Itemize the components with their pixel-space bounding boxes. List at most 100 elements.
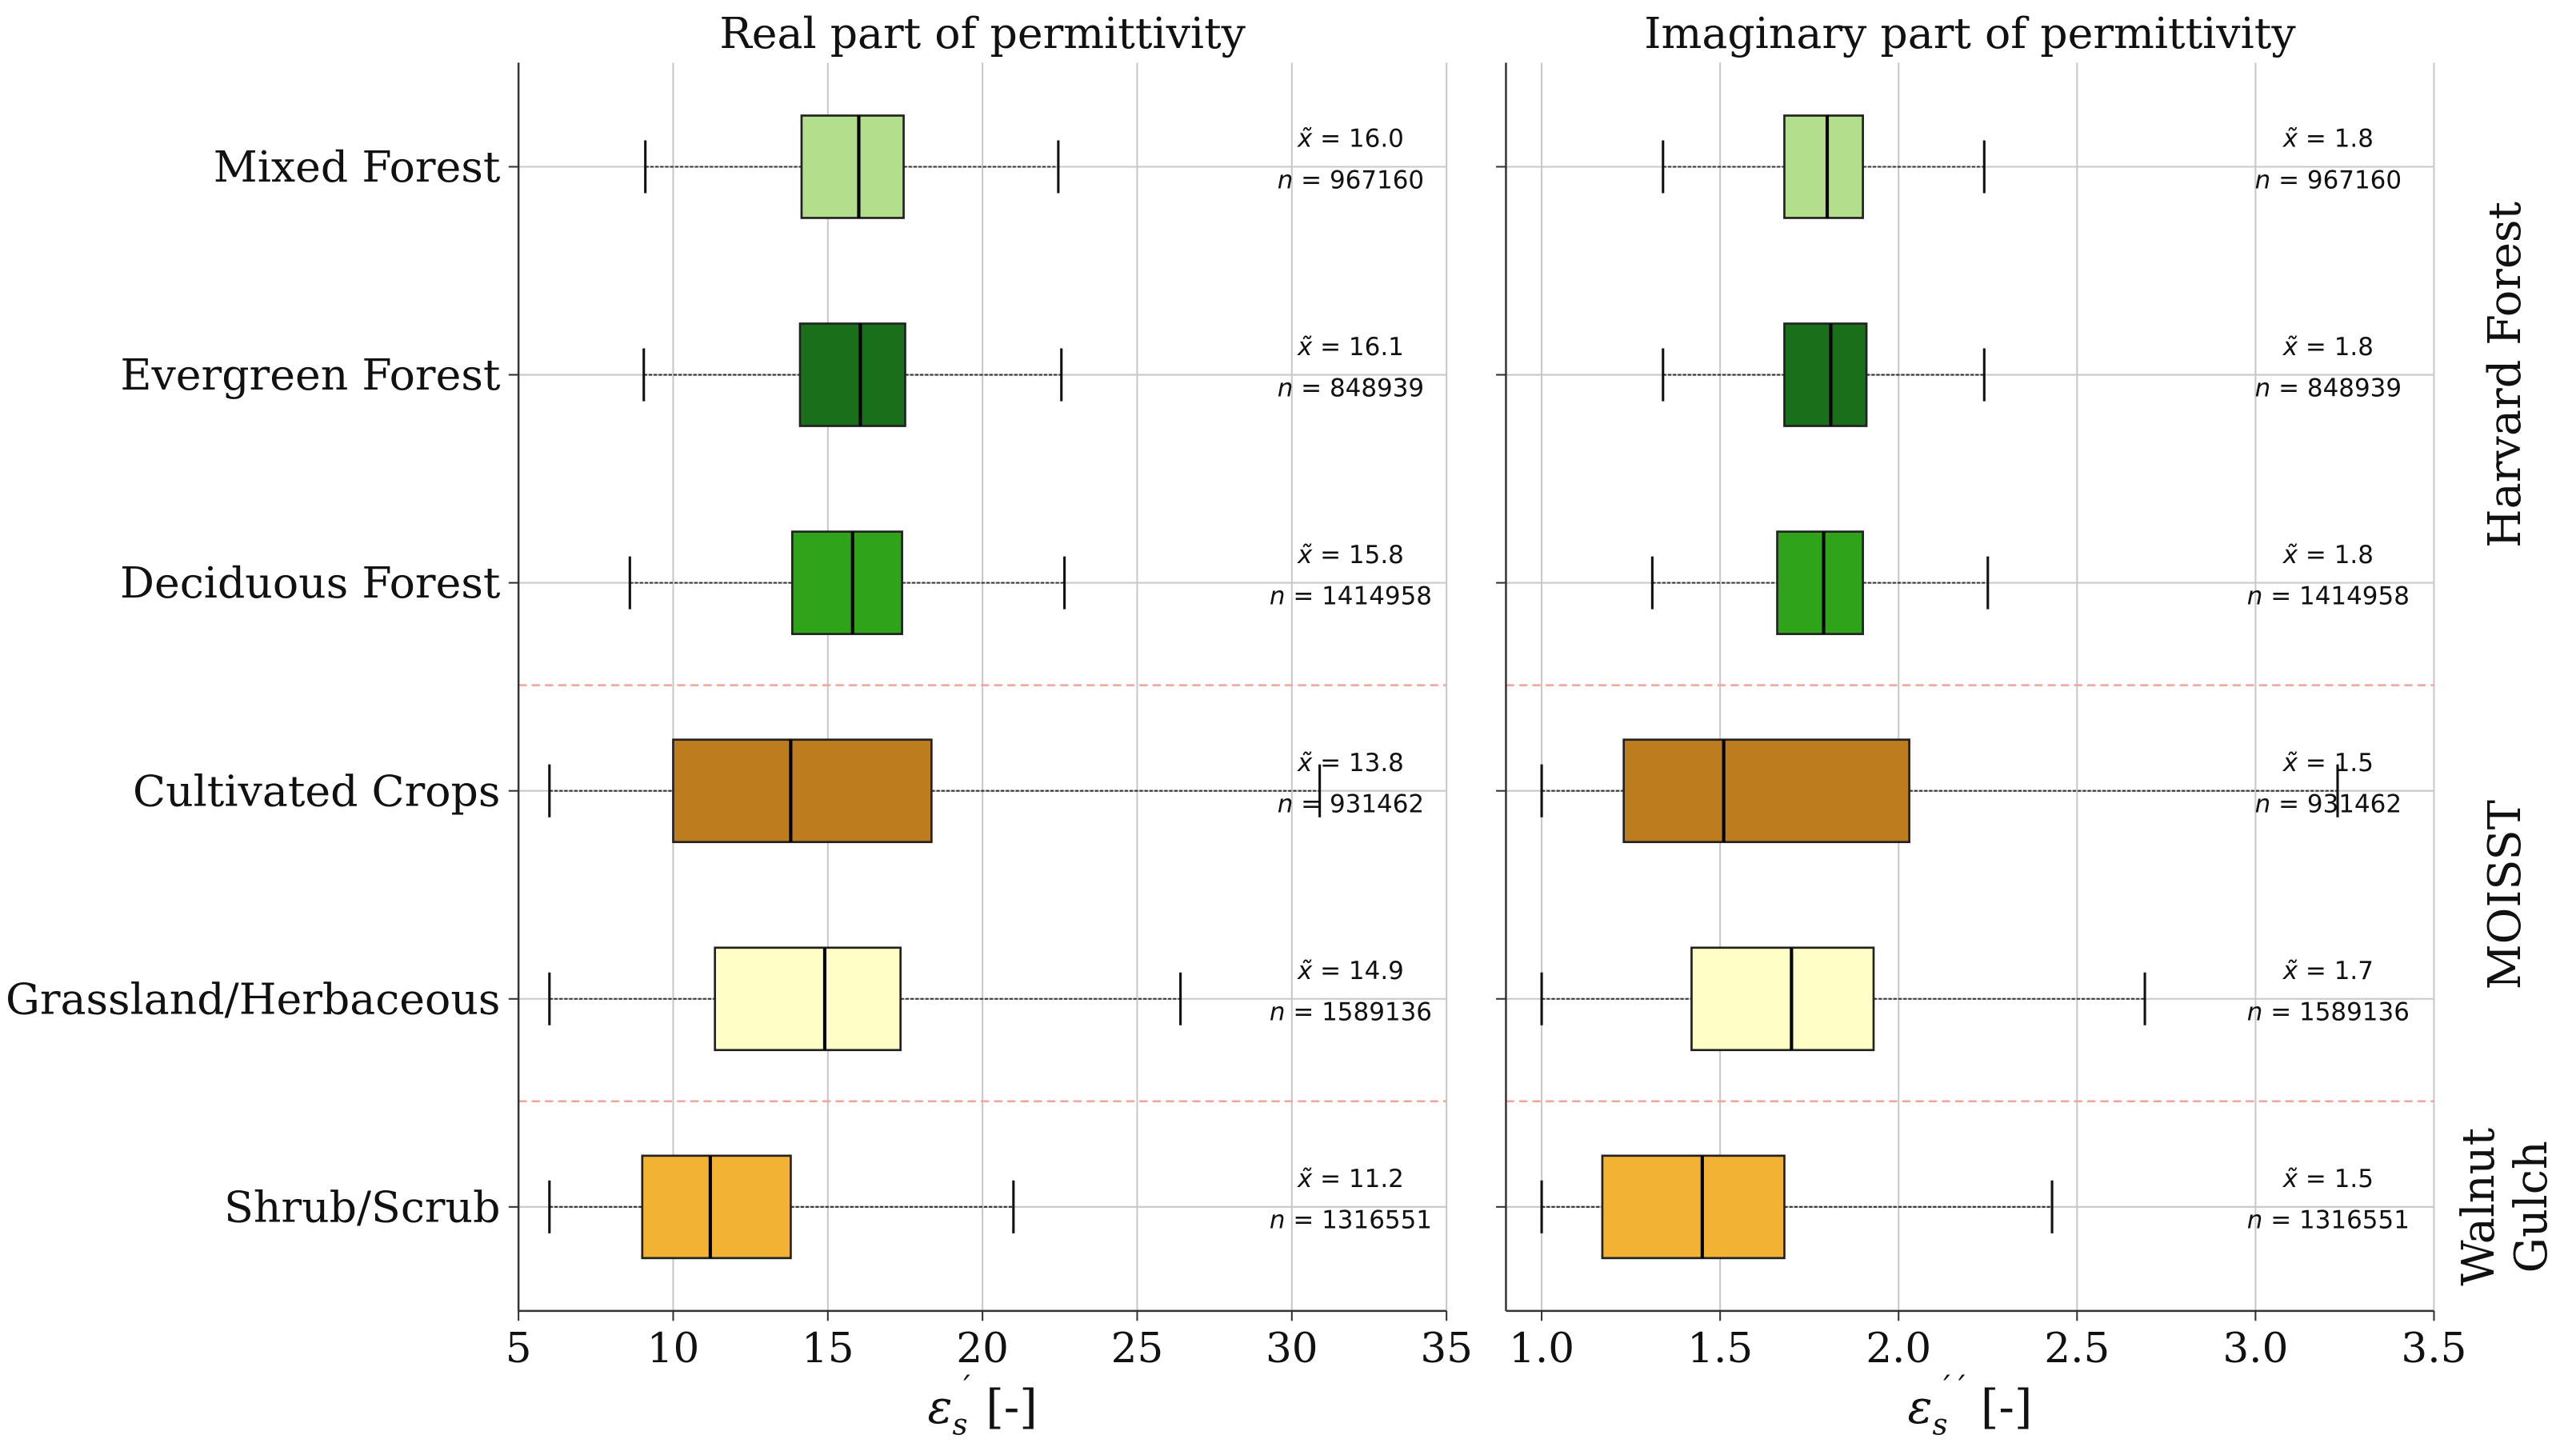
median-annotation-prefix: x̃ = [2282,1165,2334,1193]
count-annotation-prefix: n = [1270,1206,1322,1235]
box-evergreen-forest: x̃ = 16.1 n = 848939 [508,322,1424,427]
x-axis-label: εs´´ [-] [1907,1371,2032,1441]
count-annotation: n = 848939 [2255,374,2402,402]
count-annotation: n = 967160 [2255,166,2402,194]
iqr-box [1783,322,1868,427]
median-annotation-prefix: x̃ = [1297,541,1349,570]
iqr-box [672,738,933,844]
median-annotation-value: 16.1 [1349,333,1404,362]
iqr-box [791,530,903,635]
x-tick-label: 25 [1111,1325,1164,1373]
median-annotation: x̃ = 1.7 [2282,957,2374,985]
x-tick-label: 3.0 [2222,1325,2288,1373]
x-tick-label: 10 [647,1325,700,1373]
x-tick-label: 35 [1420,1325,1473,1373]
count-annotation-value: 1316551 [2299,1206,2410,1235]
median-annotation-value: 1.8 [2334,333,2374,362]
count-annotation: n = 848939 [1278,374,1424,402]
median-annotation-value: 15.8 [1349,541,1404,570]
count-annotation-value: 1589136 [1322,998,1432,1027]
x-tick-label: 1.5 [1687,1325,1753,1373]
iqr-box [798,322,906,427]
median-annotation-value: 1.8 [2334,125,2374,154]
count-annotation: n = 967160 [1278,166,1424,194]
iqr-box [1622,738,1910,844]
x-tick-label: 1.0 [1509,1325,1574,1373]
median-annotation-prefix: x̃ = [1297,125,1349,154]
median-annotation: x̃ = 1.5 [2282,1165,2374,1193]
x-axis-label-subscript: s [1932,1408,1947,1442]
median-annotation-prefix: x̃ = [1297,333,1349,362]
box-mixed-forest: x̃ = 1.8 n = 967160 [1496,114,2402,219]
x-tick-label: 20 [956,1325,1009,1373]
iqr-box [1776,530,1864,635]
iqr-box [1783,114,1864,219]
median-annotation-prefix: x̃ = [2282,749,2334,777]
y-tick-label: Shrub/Scrub [224,1181,500,1232]
count-annotation-prefix: n = [2255,790,2307,819]
median-annotation: x̃ = 15.8 [1297,541,1404,570]
y-tick-label: Deciduous Forest [120,558,501,608]
x-axis-label-symbol: ε [1907,1380,1932,1434]
count-annotation-prefix: n = [2247,582,2299,610]
median-annotation-prefix: x̃ = [2282,541,2334,570]
x-axis-label-superscript: ´ [958,1371,973,1405]
group-label: Harvard Forest [2479,202,2531,548]
x-tick-label: 2.5 [2044,1325,2110,1373]
y-tick-label: Grassland/Herbaceous [6,973,500,1024]
count-annotation-value: 1414958 [2299,582,2410,610]
x-tick-label: 15 [802,1325,854,1373]
count-annotation-value: 1414958 [1322,582,1432,610]
x-axis-label-superscript: ´´ [1938,1371,1967,1405]
median-annotation-prefix: x̃ = [1297,749,1349,777]
median-annotation-prefix: x̃ = [2282,333,2334,362]
box-deciduous-forest: x̃ = 1.8 n = 1414958 [1496,530,2410,635]
median-annotation-value: 16.0 [1349,125,1404,154]
count-annotation-prefix: n = [1278,790,1330,819]
count-annotation: n = 931462 [1278,790,1424,819]
median-annotation: x̃ = 1.8 [2282,333,2374,362]
box-grassland-herbaceous: x̃ = 14.9 n = 1589136 [508,946,1432,1052]
count-annotation-value: 1589136 [2299,998,2410,1027]
x-axis-label-unit: [-] [1981,1380,2033,1434]
imaginary-permittivity-panel: Imaginary part of permittivity 1.0 1.5 2.0 2… [1496,8,2466,1442]
chart-title: Real part of permittivity [719,8,1246,58]
count-annotation-prefix: n = [1270,582,1322,610]
count-annotation-prefix: n = [1278,374,1330,402]
y-tick-label: Cultivated Crops [133,765,500,816]
median-annotation: x̃ = 1.8 [2282,541,2374,570]
median-annotation-prefix: x̃ = [1297,1165,1349,1193]
median-annotation-prefix: x̃ = [2282,125,2334,154]
iqr-box [641,1154,792,1260]
x-axis-label-unit: [-] [986,1380,1038,1434]
count-annotation-value: 967160 [1330,166,1424,194]
x-tick-label: 5 [506,1325,532,1373]
median-annotation: x̃ = 1.5 [2282,749,2374,777]
median-annotation: x̃ = 14.9 [1297,957,1404,985]
box-shrub-scrub: x̃ = 11.2 n = 1316551 [508,1154,1432,1260]
count-annotation-value: 931462 [2307,790,2402,819]
count-annotation: n = 931462 [2255,790,2402,819]
group-label: MOISST [2479,800,2531,989]
median-annotation-value: 14.9 [1349,957,1404,985]
y-tick-label: Mixed Forest [214,142,501,192]
median-annotation: x̃ = 16.1 [1297,333,1404,362]
count-annotation-prefix: n = [2247,1206,2299,1235]
count-annotation: n = 1589136 [1270,998,1432,1027]
box-cultivated-crops: x̃ = 13.8 n = 931462 [508,738,1424,844]
iqr-box [1601,1154,1786,1260]
median-annotation-value: 1.8 [2334,541,2374,570]
median-annotation: x̃ = 16.0 [1297,125,1404,154]
x-tick-label: 2.0 [1866,1325,1931,1373]
x-axis-label: εs´ [-] [927,1371,1037,1441]
count-annotation-prefix: n = [1278,166,1330,194]
iqr-box [714,946,902,1052]
median-annotation-value: 1.5 [2334,749,2374,777]
iqr-box [1690,946,1875,1052]
box-shrub-scrub: x̃ = 1.5 n = 1316551 [1496,1154,2410,1260]
count-annotation-value: 967160 [2307,166,2402,194]
box-deciduous-forest: x̃ = 15.8 n = 1414958 [508,530,1432,635]
iqr-box [800,114,905,219]
x-tick-label: 30 [1266,1325,1318,1373]
